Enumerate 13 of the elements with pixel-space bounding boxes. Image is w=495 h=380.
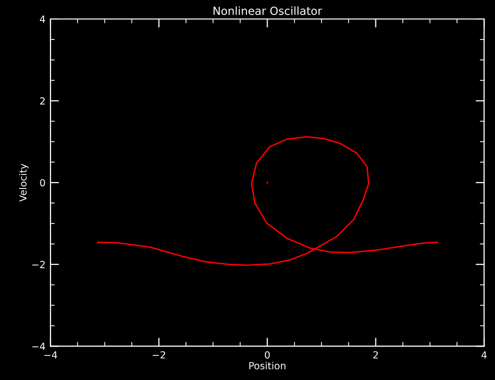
y-tick-label: 2 (40, 97, 45, 104)
y-tick-label: −2 (32, 260, 45, 268)
x-tick-label: 0 (264, 351, 270, 359)
x-tick-label: 2 (373, 351, 378, 358)
x-tick-label: 4 (481, 351, 487, 358)
x-tick-label: −2 (152, 351, 166, 358)
chart-title: Nonlinear Oscillator (214, 6, 322, 15)
y-axis-title: Velocity (19, 164, 29, 202)
line-series (96, 136, 438, 266)
y-tick-label: −4 (32, 342, 46, 350)
y-tick-label: 0 (40, 179, 45, 186)
x-axis-title: Position (249, 362, 286, 370)
y-tick-label: 4 (40, 16, 46, 23)
